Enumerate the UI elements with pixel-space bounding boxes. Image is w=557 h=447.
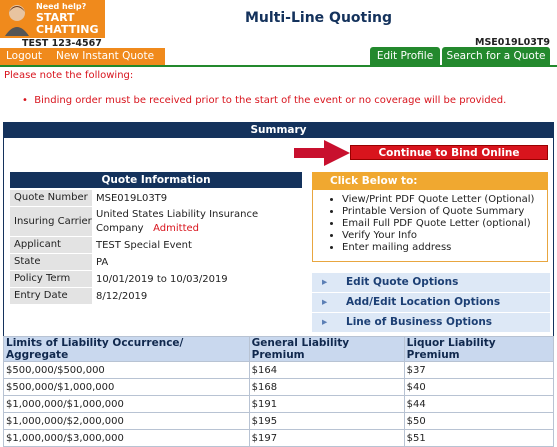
row-label: State bbox=[10, 254, 92, 270]
row-value: MSE019L03T9 bbox=[92, 190, 302, 207]
row-label: Entry Date bbox=[10, 288, 92, 304]
table-cell: $1,000,000/$1,000,000 bbox=[3, 395, 250, 413]
click-item[interactable]: View/Print PDF Quote Letter (Optional) bbox=[342, 194, 534, 206]
value-text: 8/12/2019 bbox=[96, 291, 148, 302]
row-value: United States Liability Insurance Compan… bbox=[92, 207, 302, 237]
status: Admitted bbox=[153, 223, 199, 234]
click-item[interactable]: Email Full PDF Quote Letter (optional) bbox=[342, 218, 534, 230]
table-row: $1,000,000/$3,000,000 $197 $51 bbox=[3, 429, 555, 447]
table-cell: $197 bbox=[248, 429, 405, 447]
row-label: Policy Term bbox=[10, 271, 92, 287]
option-bar[interactable]: Line of Business Options bbox=[312, 313, 550, 332]
table-cell: $500,000/$500,000 bbox=[3, 361, 250, 379]
table-cell: $1,000,000/$2,000,000 bbox=[3, 412, 250, 430]
chat-line: CHATTING >> bbox=[36, 23, 99, 49]
header-cell: Liquor Liability Premium bbox=[403, 336, 555, 362]
header-cell: Limits of Liability Occurrence/ Aggregat… bbox=[3, 336, 250, 362]
action-button[interactable]: Search for a Quote bbox=[442, 47, 550, 65]
option-bar[interactable]: Add/Edit Location Options bbox=[312, 293, 550, 312]
row-label: Applicant bbox=[10, 237, 92, 253]
value-text: MSE019L03T9 bbox=[96, 193, 168, 204]
table-cell: $40 bbox=[403, 378, 555, 396]
click-item[interactable]: Verify Your Info bbox=[342, 230, 534, 242]
table-cell: $44 bbox=[403, 395, 555, 413]
table-row: $1,000,000/$1,000,000 $191 $44 bbox=[3, 395, 555, 413]
option-bar[interactable]: Edit Quote Options bbox=[312, 273, 550, 292]
account: TEST 123-4567 bbox=[22, 38, 102, 49]
table-cell: $164 bbox=[248, 361, 405, 379]
table-row: $1,000,000/$2,000,000 $195 $50 bbox=[3, 412, 555, 430]
screen: {"header":{"chat":{"line1":"Need help?",… bbox=[0, 0, 557, 432]
table-cell: $51 bbox=[403, 429, 555, 447]
notice-text: Binding order must be received prior to … bbox=[34, 95, 507, 106]
row-value: 8/12/2019 bbox=[92, 288, 302, 305]
table-cell: $168 bbox=[248, 378, 405, 396]
action-button[interactable]: Edit Profile bbox=[370, 47, 440, 65]
table-cell: $37 bbox=[403, 361, 555, 379]
table-cell: $195 bbox=[248, 412, 405, 430]
click-item[interactable]: Printable Version of Quote Summary bbox=[342, 206, 534, 218]
agent-icon bbox=[5, 5, 29, 36]
table-row: $500,000/$1,000,000 $168 $40 bbox=[3, 378, 555, 396]
page: html,body{margin:0;padding:0;} body{widt… bbox=[0, 0, 557, 432]
click-header: Click Below to: bbox=[312, 172, 548, 190]
page-title: Multi-Line Quoting bbox=[244, 10, 393, 26]
row-label: Insuring Carrier bbox=[10, 207, 92, 236]
nav-bar: Logout New Instant Quote bbox=[0, 48, 165, 65]
chat-badge[interactable]: Need help? START CHATTING >> bbox=[0, 0, 105, 49]
summary-header: Summary bbox=[4, 123, 553, 138]
bind-button[interactable]: Continue to Bind Online bbox=[350, 145, 548, 160]
header-row: Limits of Liability Occurrence/ Aggregat… bbox=[3, 336, 555, 362]
notice-item: • Binding order must be received prior t… bbox=[22, 95, 507, 106]
quote-id: MSE019L03T9 bbox=[475, 37, 550, 48]
table-cell: $1,000,000/$3,000,000 bbox=[3, 429, 250, 447]
chat-line: START bbox=[36, 11, 75, 24]
table-cell: $500,000/$1,000,000 bbox=[3, 378, 250, 396]
summary-box bbox=[3, 122, 554, 432]
nav-link[interactable]: Logout bbox=[6, 50, 42, 62]
quote-info-header: Quote Information bbox=[10, 172, 302, 188]
arrow bbox=[294, 140, 350, 166]
notice-heading: Please note the following: bbox=[4, 70, 134, 81]
table-row: $500,000/$500,000 $164 $37 bbox=[3, 361, 555, 379]
row-value: 10/01/2019 to 10/03/2019 bbox=[92, 271, 302, 288]
header-cell: General Liability Premium bbox=[248, 336, 405, 362]
table-cell: $50 bbox=[403, 412, 555, 430]
row-value: PA bbox=[92, 254, 302, 271]
click-item[interactable]: Enter mailing address bbox=[342, 242, 534, 254]
value-text: PA bbox=[96, 257, 109, 268]
row-value: TEST Special Event bbox=[92, 237, 302, 254]
value-text: United States Liability Insurance Compan… bbox=[96, 209, 259, 234]
value-text: 10/01/2019 to 10/03/2019 bbox=[96, 274, 228, 285]
nav-link[interactable]: New Instant Quote bbox=[56, 50, 155, 62]
table-cell: $191 bbox=[248, 395, 405, 413]
row-label: Quote Number bbox=[10, 190, 92, 206]
chat-line: Need help? bbox=[36, 2, 87, 11]
premium-table: Limits of Liability Occurrence/ Aggregat… bbox=[3, 336, 555, 447]
divider bbox=[0, 65, 557, 67]
value-text: TEST Special Event bbox=[96, 240, 192, 251]
click-list: View/Print PDF Quote Letter (Optional)Pr… bbox=[312, 194, 534, 254]
